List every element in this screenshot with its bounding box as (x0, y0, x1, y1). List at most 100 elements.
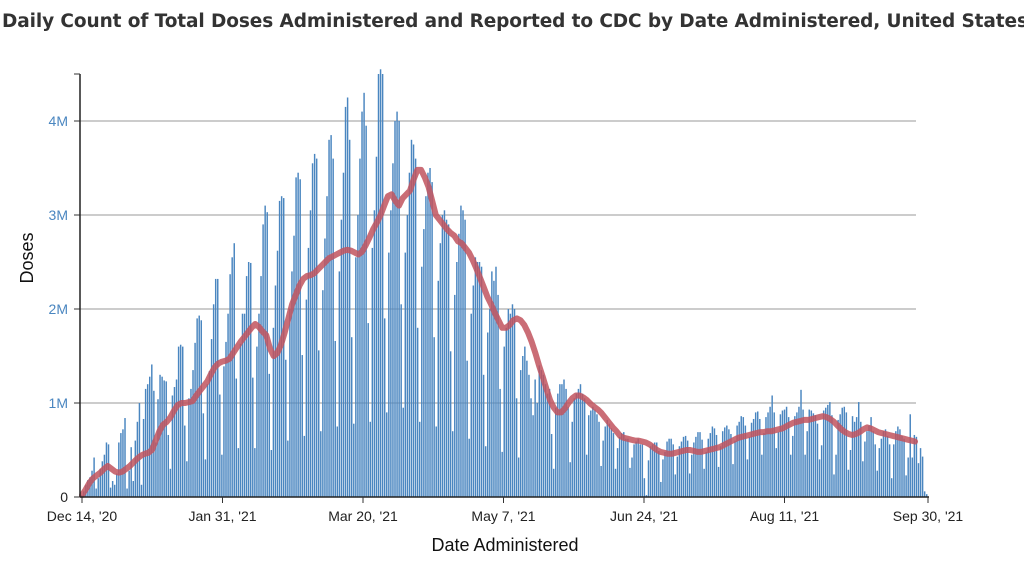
bar (357, 215, 359, 497)
y-tick-labels: 0 1M 2M 3M 4M (49, 113, 69, 505)
bar (785, 406, 788, 497)
bar (144, 388, 147, 497)
bar (804, 454, 806, 497)
bar (713, 428, 716, 497)
bar (909, 414, 911, 497)
bar (149, 376, 151, 497)
bar (693, 442, 695, 497)
bar (709, 433, 712, 497)
bar (897, 426, 899, 497)
bar (563, 379, 565, 497)
bar (647, 460, 650, 497)
bar (217, 278, 219, 497)
bar (507, 309, 510, 497)
bar (501, 451, 503, 497)
bar (369, 421, 371, 497)
bar (522, 356, 524, 497)
bar (388, 252, 390, 497)
bar (408, 172, 411, 497)
bar (250, 262, 252, 497)
bar (202, 413, 205, 497)
bar (381, 74, 384, 497)
bar (464, 219, 466, 497)
bar (787, 417, 790, 497)
bar (113, 484, 116, 497)
bar (534, 379, 536, 497)
bar (806, 431, 808, 497)
bar (794, 416, 796, 497)
x-tick-label: Aug 11, '21 (750, 508, 820, 524)
bar (97, 478, 99, 497)
bar (724, 427, 726, 497)
bar (231, 257, 233, 497)
bar (528, 374, 530, 497)
bar (577, 388, 580, 497)
bar (194, 342, 196, 497)
bar (864, 441, 866, 497)
bar (264, 205, 266, 497)
bar (404, 252, 407, 497)
bar (730, 434, 732, 497)
bar (363, 92, 365, 498)
bar (268, 373, 271, 497)
bar (394, 121, 396, 497)
bar (482, 374, 485, 497)
bar (340, 219, 343, 497)
bar (291, 271, 293, 497)
bar (99, 468, 102, 497)
bar (810, 410, 813, 497)
bar (612, 433, 615, 497)
bar (297, 172, 299, 497)
bar (400, 304, 402, 497)
bar (651, 444, 654, 497)
bar (517, 457, 520, 497)
bar (124, 418, 126, 497)
bar (487, 332, 489, 497)
bar (656, 442, 658, 497)
bar (377, 74, 380, 497)
bar (588, 415, 590, 497)
bar (678, 446, 681, 497)
bar (379, 69, 382, 498)
bar (684, 435, 687, 497)
bar (808, 409, 810, 497)
bar (212, 304, 215, 497)
bar (579, 384, 582, 497)
bar (315, 158, 318, 497)
bar (585, 454, 588, 497)
bar (639, 444, 641, 497)
x-tick-label: Mar 20, '21 (328, 508, 398, 524)
bar (746, 459, 749, 497)
bar (623, 432, 625, 497)
bar (423, 229, 425, 497)
bar (173, 387, 176, 497)
bar (538, 365, 540, 497)
bar (923, 491, 926, 497)
bar (754, 412, 757, 497)
bar (338, 271, 341, 497)
bar (833, 474, 835, 497)
bar (767, 412, 769, 497)
bar (915, 436, 918, 497)
bar (227, 313, 229, 497)
bar (789, 454, 792, 497)
bar (210, 339, 213, 497)
bar (245, 276, 248, 497)
bar (827, 404, 829, 497)
bar (594, 409, 596, 497)
bar (184, 425, 186, 497)
bar (899, 429, 901, 497)
bar (318, 350, 320, 497)
bar (860, 421, 862, 497)
bar (241, 313, 244, 497)
x-tick-label: Dec 14, '20 (47, 508, 118, 524)
bar (802, 409, 804, 497)
x-tick-label: May 7, '21 (471, 508, 535, 524)
bar (470, 313, 472, 497)
bar (301, 355, 303, 497)
bar (581, 393, 584, 497)
bar (509, 313, 512, 497)
bar (682, 436, 685, 497)
bar (705, 451, 707, 497)
bar (511, 304, 514, 497)
